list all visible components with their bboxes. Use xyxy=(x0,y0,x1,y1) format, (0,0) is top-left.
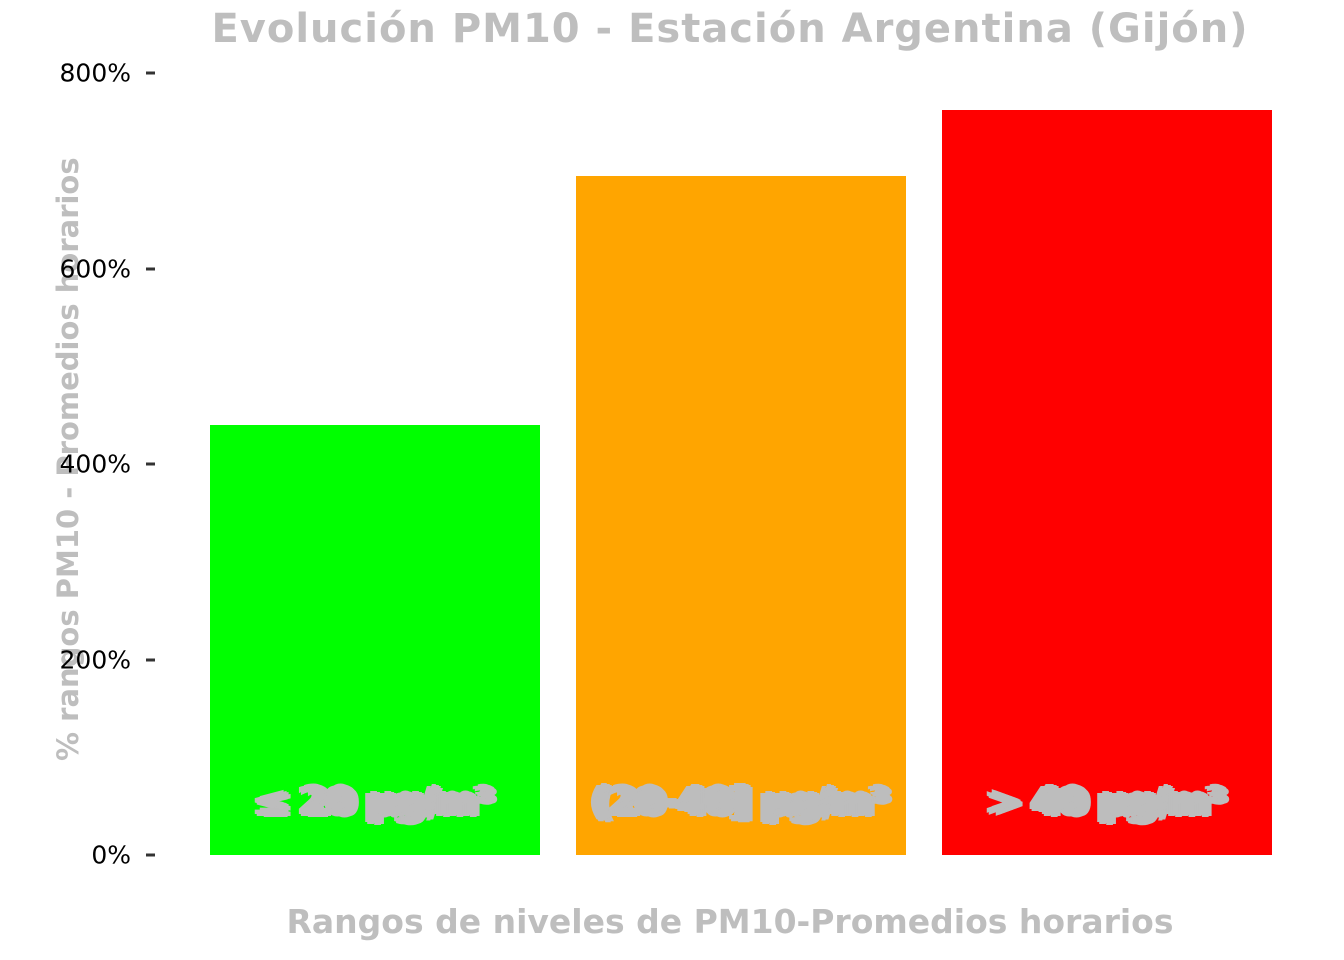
y-tick-label: 400% xyxy=(59,449,131,479)
bar-1: ≤ 20 µg/m³ xyxy=(210,424,540,855)
y-tick-label: 600% xyxy=(59,254,131,283)
y-tick-mark xyxy=(146,853,155,857)
y-tick-mark xyxy=(146,267,155,270)
plot-area: ≤ 20 µg/m³ (20-40] µg/m³ > 40 µg/m³ xyxy=(157,73,1307,855)
y-tick-mark xyxy=(146,658,155,661)
y-tick-mark xyxy=(146,71,155,75)
x-axis-title: Rangos de niveles de PM10-Promedios hora… xyxy=(286,902,1174,941)
bar-label: ≤ 20 µg/m³ xyxy=(256,779,494,823)
y-tick-mark xyxy=(146,462,155,466)
bar-2: (20-40] µg/m³ xyxy=(576,175,906,855)
bar-3: > 40 µg/m³ xyxy=(942,110,1272,855)
bar-label: > 40 µg/m³ xyxy=(988,779,1226,823)
y-tick-label: 200% xyxy=(59,645,131,674)
bar-label: (20-40] µg/m³ xyxy=(593,779,889,823)
chart-title: Evolución PM10 - Estación Argentina (Gij… xyxy=(211,6,1249,52)
y-tick-label: 0% xyxy=(91,840,131,870)
y-axis: 0% 200% 400% 600% 800% xyxy=(0,59,157,870)
y-tick-label: 800% xyxy=(59,58,131,88)
